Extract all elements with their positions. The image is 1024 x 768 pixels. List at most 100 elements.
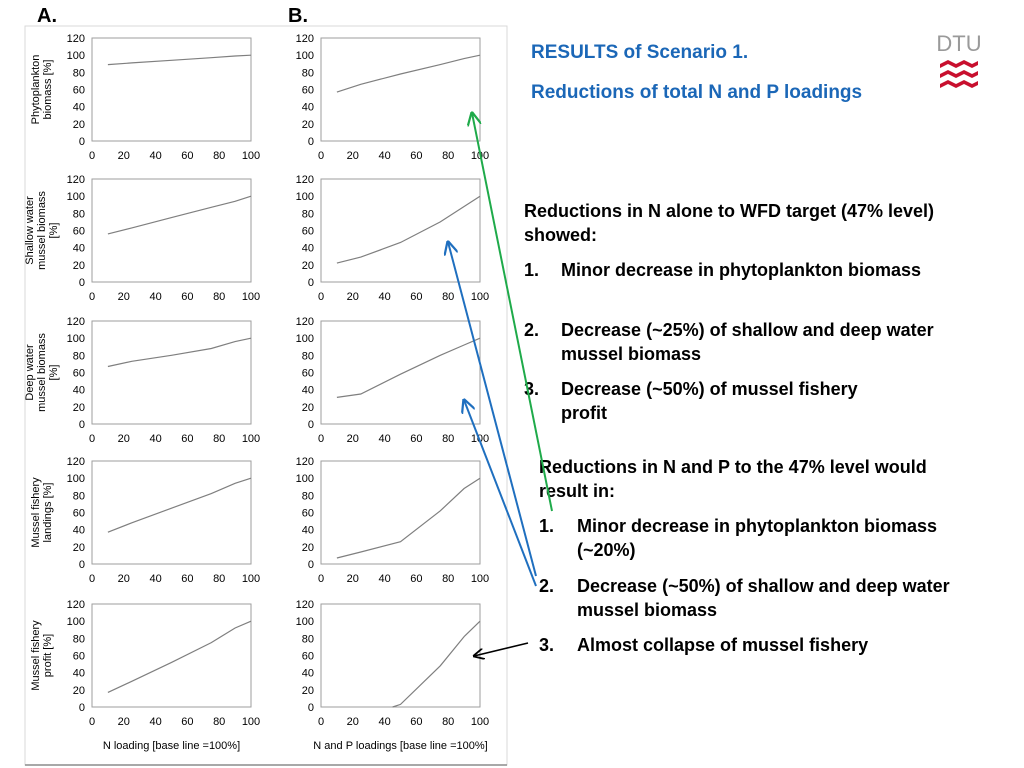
plot-area <box>320 320 481 425</box>
x-tick-label: 100 <box>471 150 489 162</box>
series-line <box>392 620 481 708</box>
series-line <box>336 54 481 93</box>
series-line <box>107 477 252 533</box>
x-tick-label: 20 <box>347 433 359 445</box>
y-axis-label-line: Mussel fishery <box>30 477 42 548</box>
y-tick-label: 40 <box>302 102 314 114</box>
x-tick-label: 0 <box>318 291 324 303</box>
x-tick-label: 100 <box>471 433 489 445</box>
y-tick-label: 80 <box>302 67 314 79</box>
y-tick-label: 60 <box>302 508 314 520</box>
y-tick-label: 120 <box>296 33 314 45</box>
y-tick-label: 0 <box>308 559 314 571</box>
y-tick-label: 20 <box>73 542 85 554</box>
chart-a-1: 0 20 40 60 80 100 120 0 20 40 60 80 100 Phytoplankton… <box>30 33 260 162</box>
y-tick-label: 60 <box>302 368 314 380</box>
y-axis-label-line: biomass [%] <box>42 60 54 120</box>
x-tick-label: 40 <box>149 433 161 445</box>
x-tick-label: 80 <box>442 573 454 585</box>
chart-b-4: 0 20 40 60 80 100 120 0 20 40 60 80 100 <box>296 456 490 585</box>
dtu-logo-mark <box>940 60 978 88</box>
x-tick-label: 100 <box>471 716 489 728</box>
x-tick-label: 0 <box>89 573 95 585</box>
x-tick-label: 100 <box>471 573 489 585</box>
y-tick-label: 40 <box>302 668 314 680</box>
y-tick-label: 80 <box>302 633 314 645</box>
x-tick-label: 60 <box>181 291 193 303</box>
x-tick-label: 60 <box>410 291 422 303</box>
y-tick-label: 60 <box>302 226 314 238</box>
x-tick-label: 100 <box>242 433 260 445</box>
x-tick-label: 0 <box>89 150 95 162</box>
x-tick-label: 0 <box>318 716 324 728</box>
x-tick-label: 40 <box>378 716 390 728</box>
y-tick-label: 60 <box>73 85 85 97</box>
panel-b-label: B. <box>288 5 308 27</box>
x-tick-label: 0 <box>89 433 95 445</box>
y-tick-label: 40 <box>73 102 85 114</box>
y-tick-label: 100 <box>296 50 314 62</box>
y-tick-label: 60 <box>73 651 85 663</box>
section1-item-2-number: 2. <box>524 320 540 340</box>
dtu-logo: DTU <box>938 31 980 88</box>
x-axis-label: N and P loadings [base line =100%] <box>313 740 487 752</box>
y-axis-label: Shallow watermussel biomass[%] <box>24 191 60 270</box>
y-tick-label: 20 <box>302 119 314 131</box>
y-tick-label: 120 <box>67 599 85 611</box>
y-tick-label: 100 <box>296 333 314 345</box>
plot-area <box>91 178 252 283</box>
y-tick-label: 0 <box>308 702 314 714</box>
x-tick-label: 0 <box>89 716 95 728</box>
x-tick-label: 60 <box>410 433 422 445</box>
y-tick-label: 120 <box>296 174 314 186</box>
y-tick-label: 40 <box>302 243 314 255</box>
y-tick-label: 20 <box>73 260 85 272</box>
section1-item-3: Decrease (~50%) of mussel fishery profit <box>561 379 858 423</box>
y-tick-label: 20 <box>302 542 314 554</box>
x-tick-label: 80 <box>213 433 225 445</box>
x-tick-label: 60 <box>181 433 193 445</box>
x-tick-label: 0 <box>318 573 324 585</box>
y-tick-label: 20 <box>302 260 314 272</box>
series-line <box>336 195 481 264</box>
y-axis-label-line: landings [%] <box>42 483 54 543</box>
x-tick-label: 80 <box>213 291 225 303</box>
x-tick-label: 60 <box>181 150 193 162</box>
y-axis-label: Mussel fisherylandings [%] <box>30 477 54 548</box>
y-axis-label: Phytoplanktonbiomass [%] <box>30 55 54 125</box>
y-tick-label: 80 <box>302 350 314 362</box>
x-tick-label: 40 <box>378 291 390 303</box>
x-tick-label: 60 <box>410 150 422 162</box>
section2-heading: Reductions in N and P to the 47% level w… <box>539 457 927 501</box>
page-subtitle: Reductions of total N and P loadings <box>531 82 863 103</box>
x-tick-label: 100 <box>242 573 260 585</box>
section2-item-2-number: 2. <box>539 576 555 596</box>
x-tick-label: 80 <box>213 716 225 728</box>
y-tick-label: 120 <box>296 456 314 468</box>
x-tick-label: 80 <box>442 150 454 162</box>
section2-item-3-number: 3. <box>539 635 555 655</box>
x-tick-label: 80 <box>213 573 225 585</box>
x-tick-label: 40 <box>378 573 390 585</box>
chart-a-3: 0 20 40 60 80 100 120 0 20 40 60 80 100 Deep watermus… <box>24 316 260 445</box>
y-tick-label: 100 <box>67 473 85 485</box>
dtu-logo-text: DTU <box>938 31 980 56</box>
x-tick-label: 20 <box>347 150 359 162</box>
chart-b-1: 0 20 40 60 80 100 120 0 20 40 60 80 100 <box>296 33 490 162</box>
y-tick-label: 100 <box>67 50 85 62</box>
plot-area <box>91 320 252 425</box>
x-tick-label: 20 <box>347 291 359 303</box>
y-tick-label: 0 <box>79 559 85 571</box>
y-axis-label-line: Deep water <box>24 344 36 401</box>
plot-area <box>320 460 481 565</box>
chart-b-3: 0 20 40 60 80 100 120 0 20 40 60 80 100 <box>296 316 490 445</box>
y-axis-label-line: [%] <box>48 365 60 381</box>
y-tick-label: 40 <box>73 668 85 680</box>
panel-a-label: A. <box>37 5 57 27</box>
x-axis-label: N loading [base line =100%] <box>103 740 240 752</box>
x-tick-label: 80 <box>442 716 454 728</box>
chart-a-4: 0 20 40 60 80 100 120 0 20 40 60 80 100 Mussel fisher… <box>30 456 260 585</box>
y-tick-label: 120 <box>67 33 85 45</box>
x-tick-label: 80 <box>442 291 454 303</box>
x-tick-label: 60 <box>181 716 193 728</box>
